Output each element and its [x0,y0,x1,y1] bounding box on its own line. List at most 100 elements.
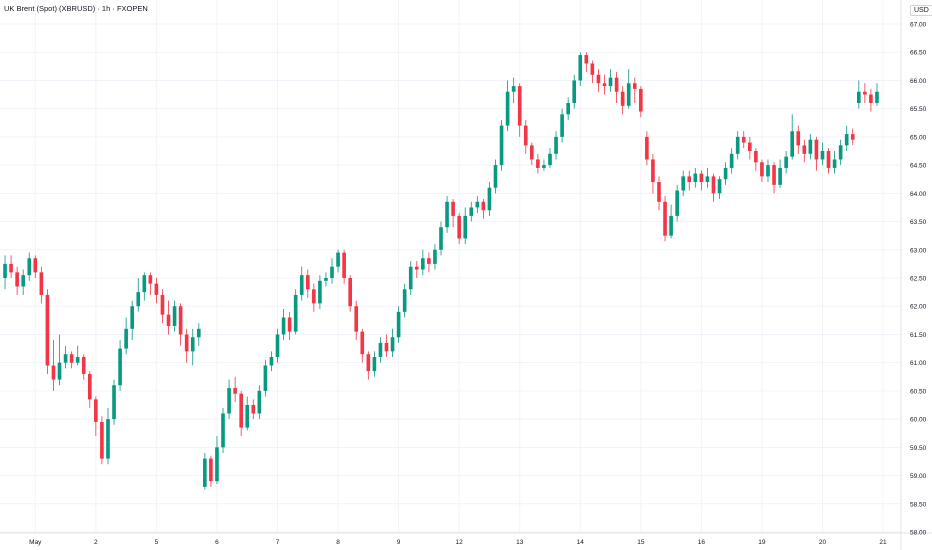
candle-body [15,272,19,287]
candle-up [693,167,698,188]
candle-body [27,258,32,276]
candle-down [639,86,643,118]
candle-body [596,74,601,84]
candle-body [717,179,722,194]
candle-body [632,83,637,89]
candle-up [336,249,340,273]
candle-up [445,196,449,233]
candle-body [299,275,304,295]
candle-up [106,407,110,465]
candle-body [269,357,274,366]
x-tick-label: 7 [276,539,280,546]
candle-body [275,334,280,358]
y-tick-label: 64.00 [910,191,927,198]
candle-down [39,266,44,304]
candle-down [451,198,455,228]
candle-up [293,289,298,335]
candle-body [257,390,262,414]
candle-up [838,139,843,166]
candle-down [814,136,819,171]
candle-down [760,159,764,183]
candle-down [741,131,746,149]
candle-down [81,354,86,380]
candle-body [626,83,631,106]
candle-body [81,357,86,374]
candle-body [209,458,213,482]
candle-down [414,261,419,278]
candle-body [856,91,861,104]
chart-title: UK Brent (Spot) (XBRUSD) · 1h · FXOPEN [4,4,148,13]
y-tick-label: 58.00 [910,530,927,537]
candle-up [227,379,231,420]
candle-up [324,272,328,287]
candle-body [342,252,346,278]
candle-up [554,131,558,160]
candle-down [360,328,365,363]
candle-up [263,359,268,397]
candle-body [699,173,704,183]
candle-down [517,83,522,137]
candle-body [608,77,613,87]
candle-body [826,151,831,168]
x-tick-label: May [29,539,42,546]
candle-up [566,97,570,120]
candle-up [808,134,813,160]
candle-down [596,69,601,92]
candle-body [487,187,492,211]
y-tick-label: 59.50 [910,445,927,452]
candle-body [711,176,716,194]
time-axis[interactable]: May 2 5 6 7 8 9 12 13 14 15 16 19 20 21 [29,539,887,546]
candle-up [669,204,673,239]
candle-down [427,252,431,273]
candle-body [511,86,516,92]
candle-down [863,83,867,104]
candle-body [863,91,867,95]
x-tick-label: 21 [879,539,887,546]
candle-body [184,334,189,352]
candle-down [620,86,625,115]
x-tick-label: 12 [456,539,464,546]
candle-body [796,131,801,146]
candle-body [850,134,855,140]
candle-body [178,306,183,335]
candle-down [45,289,50,374]
price-axis[interactable]: 67.00 66.50 66.00 65.50 65.00 64.50 64.00 63.50… [910,22,927,537]
candle-down [354,300,359,341]
candle-body [112,385,116,420]
candle-body [651,159,655,183]
candle-up [172,300,177,332]
candle-body [324,278,328,281]
candle-body [754,151,758,163]
candle-up [215,436,219,485]
candle-up [124,317,128,355]
candle-down [33,255,38,278]
candle-body [802,145,807,154]
candle-down [802,139,807,163]
candle-up [245,396,250,431]
candle-down [754,148,758,171]
candle-up [778,159,782,188]
candle-down [51,340,56,391]
candle-body [427,258,431,264]
candle-body [505,91,510,126]
candle-up [608,69,613,92]
candlestick-series [3,52,879,490]
candle-body [548,153,552,166]
candle-up [717,176,722,199]
candle-body [772,165,776,185]
candle-body [384,342,389,352]
candle-down [87,371,92,408]
candle-down [632,77,637,104]
candle-body [814,139,819,160]
x-tick-label: 16 [698,539,706,546]
candle-body [227,388,231,414]
candle-up [63,345,68,369]
candle-up [729,148,734,174]
y-tick-label: 61.00 [910,360,927,367]
y-tick-label: 64.50 [910,163,927,170]
y-tick-label: 65.50 [910,106,927,113]
candle-down [233,376,237,403]
candle-down [342,249,346,284]
candle-body [312,289,316,304]
